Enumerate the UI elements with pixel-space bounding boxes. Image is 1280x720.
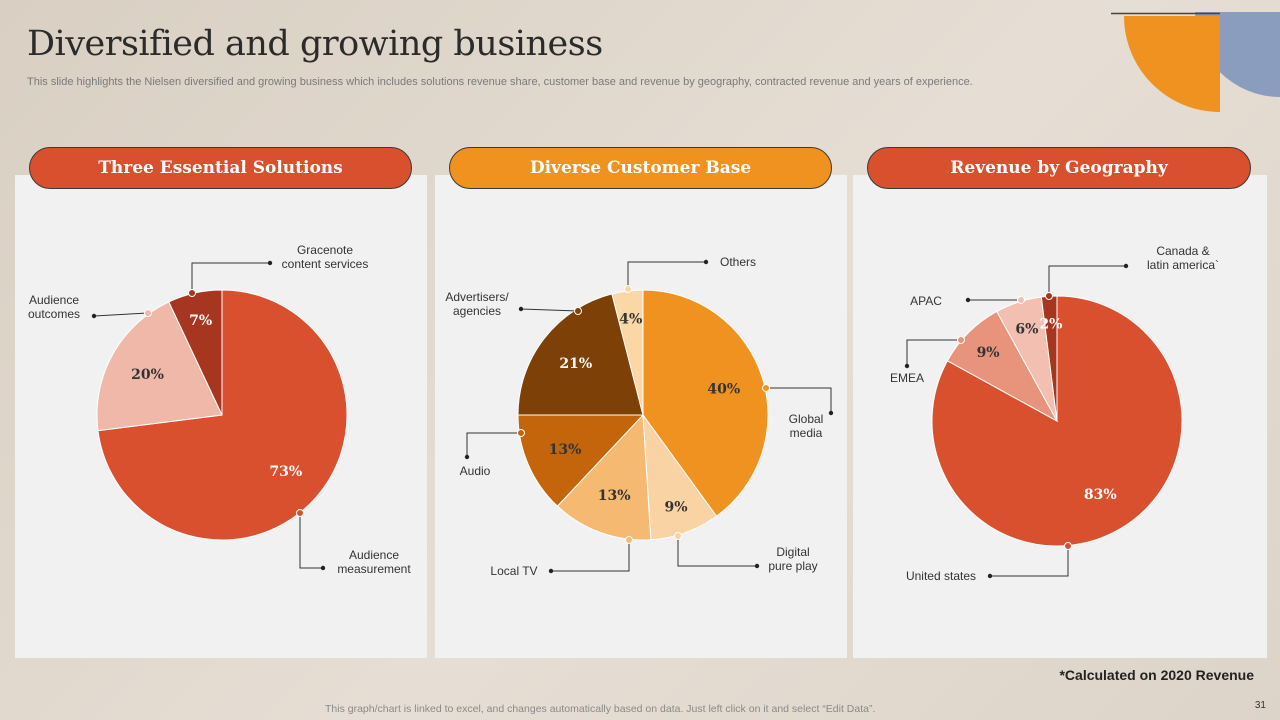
callout-line <box>93 312 149 317</box>
panel-header-solutions: Three Essential Solutions <box>29 147 412 189</box>
pie-category-label: Audience outcomes <box>28 293 80 321</box>
slide-title: Diversified and growing business <box>27 24 603 64</box>
pie-category-label: Others <box>720 255 756 269</box>
pie-category-label: Digital pure play <box>768 545 817 573</box>
pie-value-label: 4% <box>619 311 642 327</box>
slide-subtitle: This slide highlights the Nielsen divers… <box>27 76 973 88</box>
pie-value-label: 20% <box>131 367 164 383</box>
pie-category-label: APAC <box>910 294 942 308</box>
callout-marker <box>1017 296 1025 304</box>
decorative-shapes <box>1111 12 1280 112</box>
pie-value-label: 13% <box>598 488 631 504</box>
pie-value-label: 13% <box>549 442 582 458</box>
callout-end-dot <box>91 313 97 319</box>
callout-marker <box>624 285 632 293</box>
pie-category-label: Local TV <box>490 564 537 578</box>
callout-marker <box>574 307 582 315</box>
pie-chart-2: 40% Global media 9% Digital pure play 13% Local… <box>445 255 834 578</box>
pie-value-label: 40% <box>707 382 740 398</box>
callout-marker <box>188 289 196 297</box>
callout-marker <box>1045 292 1053 300</box>
callout-line <box>766 387 832 413</box>
page-number: 31 <box>1254 700 1266 711</box>
pie-slice <box>642 289 769 517</box>
pie-category-label: Global media <box>789 412 824 440</box>
callout-end-dot <box>754 563 760 569</box>
callout-marker <box>517 429 525 437</box>
callout-end-dot <box>267 260 273 266</box>
callout-marker <box>144 309 152 317</box>
callout-end-dot <box>703 259 709 265</box>
callout-line <box>627 261 706 289</box>
callout-line <box>1048 265 1126 296</box>
pie-slice <box>517 414 645 507</box>
footer-note: This graph/chart is linked to excel, and… <box>325 703 876 715</box>
callout-marker <box>1064 542 1072 550</box>
pie-category-label: United states <box>906 569 976 583</box>
pie-chart-3: 83% United states 9% EMEA 6% APAC 2% Canada & la… <box>890 244 1219 583</box>
pie-category-label: Advertisers/agencies <box>445 290 509 318</box>
callout-line <box>191 262 270 293</box>
callout-end-dot <box>320 565 326 571</box>
callout-end-dot <box>518 306 524 312</box>
pie-value-label: 83% <box>1084 487 1117 503</box>
pie-value-label: 73% <box>269 464 302 480</box>
callout-end-dot <box>965 297 971 303</box>
panel-header-geography: Revenue by Geography <box>867 147 1251 189</box>
callout-line <box>520 308 579 312</box>
pie-category-label: Audience measurement <box>337 548 411 576</box>
pie-value-label: 2% <box>1039 317 1062 333</box>
footnote: *Calculated on 2020 Revenue <box>1059 667 1254 683</box>
pie-value-label: 6% <box>1015 321 1038 337</box>
pie-category-label: Canada & latin america` <box>1147 244 1219 272</box>
callout-marker <box>296 509 304 517</box>
callout-end-dot <box>464 454 470 460</box>
callout-end-dot <box>904 363 910 369</box>
pie-value-label: 21% <box>559 356 592 372</box>
pie-category-label: Gracenote content services <box>282 243 369 271</box>
callout-marker <box>762 384 770 392</box>
callout-end-dot <box>987 573 993 579</box>
callout-line <box>906 339 961 366</box>
pie-category-label: Audio <box>460 464 491 478</box>
callout-line <box>677 536 757 567</box>
callout-line <box>990 546 1069 577</box>
pie-category-label: EMEA <box>890 371 924 385</box>
pie-slice <box>517 293 644 416</box>
callout-marker <box>957 336 965 344</box>
callout-line <box>466 432 521 457</box>
callout-end-dot <box>1123 263 1129 269</box>
callout-marker <box>625 536 633 544</box>
decorative-orange-quarter-circle <box>1124 16 1220 112</box>
pie-value-label: 7% <box>189 313 212 329</box>
callout-end-dot <box>548 568 554 574</box>
pie-slice <box>96 301 223 432</box>
callout-marker <box>674 532 682 540</box>
callout-end-dot <box>828 410 834 416</box>
callout-line <box>299 513 323 569</box>
pie-slice <box>556 413 652 541</box>
panel-header-customer-base: Diverse Customer Base <box>449 147 832 189</box>
callout-line <box>551 540 630 572</box>
pie-value-label: 9% <box>664 500 687 516</box>
pie-value-label: 9% <box>977 345 1000 361</box>
pie-chart-1: 73% Audience measurement 20% Audience outcome… <box>28 243 411 576</box>
